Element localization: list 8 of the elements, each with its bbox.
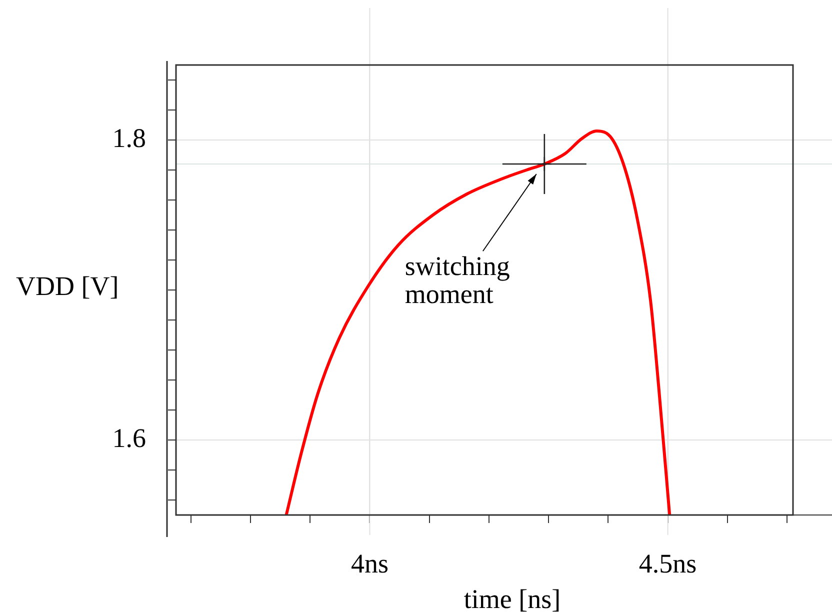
x-axis-title: time [ns]	[464, 584, 561, 614]
annotation: switching moment	[404, 251, 510, 310]
line-series	[284, 130, 672, 515]
x-tick-label: 4ns	[350, 548, 388, 578]
y-axis-title: VDD [V]	[16, 271, 119, 302]
y-tick-label: 1.6	[112, 423, 146, 454]
x-tick-label: 4.5ns	[638, 548, 697, 578]
y-tick-label: 1.8	[112, 123, 146, 154]
